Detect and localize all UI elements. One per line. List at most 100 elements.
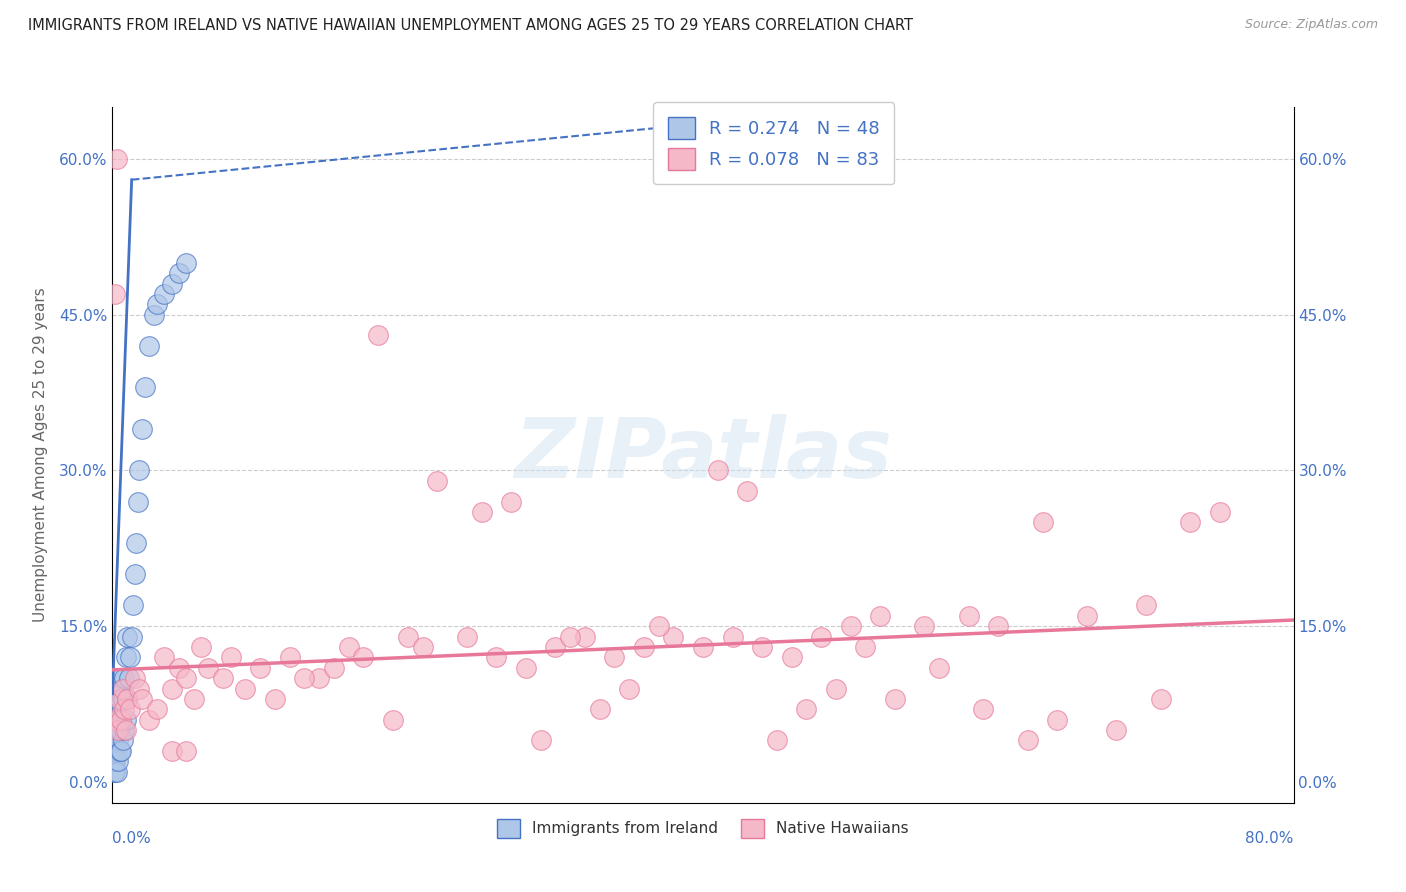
Point [249,661,271,675]
Point [619,681,641,696]
Point [160,277,183,291]
Point [219,650,242,665]
Point [928,661,950,675]
Point [190,640,212,654]
Y-axis label: Unemployment Among Ages 25 to 29 years: Unemployment Among Ages 25 to 29 years [32,287,48,623]
Point [105,152,128,166]
Point [120,650,142,665]
Point [153,287,176,301]
Point [323,661,346,675]
Point [117,630,138,644]
Point [117,692,138,706]
Point [766,733,789,747]
Point [120,702,142,716]
Point [122,599,145,613]
Point [125,536,148,550]
Point [1017,733,1039,747]
Point [142,308,165,322]
Point [692,640,714,654]
Point [146,297,169,311]
Point [110,713,132,727]
Point [108,744,131,758]
Point [914,619,936,633]
Point [973,702,995,716]
Point [233,681,256,696]
Point [183,692,205,706]
Point [529,733,551,747]
Point [737,484,759,499]
Point [212,671,235,685]
Point [104,764,127,779]
Point [107,733,129,747]
Point [160,744,183,758]
Point [103,744,125,758]
Point [138,713,160,727]
Point [104,702,127,716]
Point [112,671,135,685]
Point [706,463,728,477]
Point [114,723,136,738]
Text: Source: ZipAtlas.com: Source: ZipAtlas.com [1244,18,1378,31]
Point [662,630,685,644]
Point [337,640,360,654]
Point [174,744,197,758]
Point [124,671,146,685]
Point [1178,516,1201,530]
Point [108,692,131,706]
Point [574,630,596,644]
Point [127,494,149,508]
Point [264,692,287,706]
Point [104,733,127,747]
Point [470,505,494,519]
Point [114,713,136,727]
Point [1076,608,1098,623]
Point [160,681,183,696]
Point [105,744,128,758]
Point [721,630,744,644]
Point [884,692,907,706]
Point [104,287,127,301]
Point [558,630,582,644]
Point [603,650,626,665]
Point [515,661,537,675]
Point [308,671,330,685]
Point [117,692,138,706]
Point [1032,516,1054,530]
Point [1105,723,1128,738]
Point [110,744,132,758]
Point [134,380,156,394]
Point [131,692,153,706]
Point [780,650,803,665]
Point [485,650,508,665]
Point [855,640,877,654]
Point [103,713,125,727]
Point [103,733,125,747]
Point [146,702,169,716]
Point [153,650,176,665]
Point [396,630,419,644]
Point [633,640,655,654]
Point [112,723,135,738]
Point [111,681,134,696]
Point [104,754,127,768]
Point [118,671,141,685]
Text: IMMIGRANTS FROM IRELAND VS NATIVE HAWAIIAN UNEMPLOYMENT AMONG AGES 25 TO 29 YEAR: IMMIGRANTS FROM IRELAND VS NATIVE HAWAII… [28,18,912,33]
Point [138,339,160,353]
Point [957,608,980,623]
Legend: Immigrants from Ireland, Native Hawaiians: Immigrants from Ireland, Native Hawaiian… [491,813,915,844]
Point [107,713,129,727]
Point [103,754,125,768]
Point [124,567,146,582]
Point [103,764,125,779]
Point [456,630,478,644]
Point [751,640,773,654]
Point [167,661,190,675]
Point [108,723,131,738]
Point [105,764,128,779]
Point [111,733,134,747]
Point [174,671,197,685]
Point [544,640,567,654]
Point [810,630,832,644]
Point [1208,505,1232,519]
Text: ZIPatlas: ZIPatlas [515,415,891,495]
